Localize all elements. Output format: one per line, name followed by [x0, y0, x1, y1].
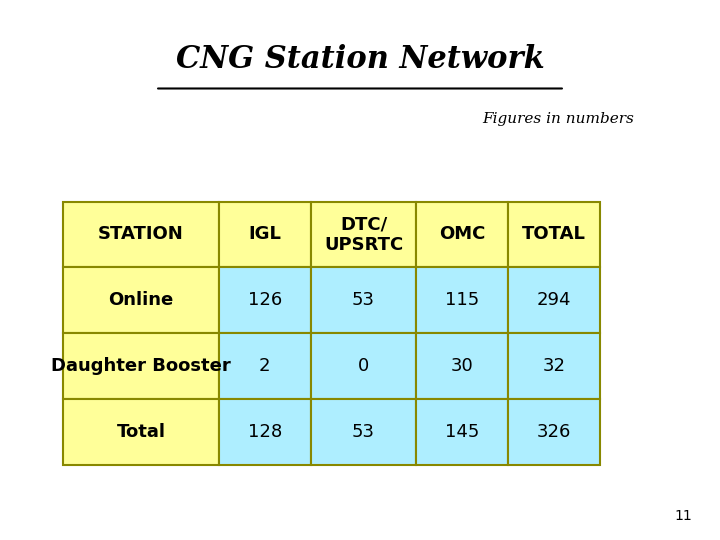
Text: Daughter Booster: Daughter Booster [51, 357, 231, 375]
FancyBboxPatch shape [310, 267, 416, 333]
Text: 326: 326 [537, 423, 572, 441]
Text: 0: 0 [358, 357, 369, 375]
Text: 128: 128 [248, 423, 282, 441]
Text: 32: 32 [543, 357, 566, 375]
FancyBboxPatch shape [63, 399, 219, 464]
Text: OMC: OMC [439, 226, 485, 244]
FancyBboxPatch shape [508, 201, 600, 267]
Text: CNG Station Network: CNG Station Network [176, 44, 544, 75]
Text: STATION: STATION [98, 226, 184, 244]
FancyBboxPatch shape [219, 399, 310, 464]
Text: 126: 126 [248, 291, 282, 309]
Text: Online: Online [109, 291, 174, 309]
Text: IGL: IGL [248, 226, 281, 244]
Text: 294: 294 [537, 291, 572, 309]
Text: Figures in numbers: Figures in numbers [482, 112, 634, 126]
FancyBboxPatch shape [508, 399, 600, 464]
FancyBboxPatch shape [416, 399, 508, 464]
Text: DTC/
UPSRTC: DTC/ UPSRTC [324, 215, 403, 254]
Text: 2: 2 [259, 357, 271, 375]
FancyBboxPatch shape [310, 399, 416, 464]
FancyBboxPatch shape [219, 267, 310, 333]
Text: 115: 115 [445, 291, 480, 309]
FancyBboxPatch shape [63, 267, 219, 333]
Text: 53: 53 [352, 423, 375, 441]
FancyBboxPatch shape [63, 333, 219, 399]
Text: Total: Total [117, 423, 166, 441]
Text: 11: 11 [674, 509, 692, 523]
FancyBboxPatch shape [63, 201, 219, 267]
Text: 53: 53 [352, 291, 375, 309]
FancyBboxPatch shape [310, 333, 416, 399]
FancyBboxPatch shape [219, 201, 310, 267]
FancyBboxPatch shape [310, 201, 416, 267]
FancyBboxPatch shape [416, 201, 508, 267]
FancyBboxPatch shape [508, 267, 600, 333]
FancyBboxPatch shape [416, 333, 508, 399]
FancyBboxPatch shape [508, 333, 600, 399]
Text: 145: 145 [445, 423, 480, 441]
FancyBboxPatch shape [219, 333, 310, 399]
FancyBboxPatch shape [416, 267, 508, 333]
Text: 30: 30 [451, 357, 474, 375]
Text: TOTAL: TOTAL [522, 226, 586, 244]
